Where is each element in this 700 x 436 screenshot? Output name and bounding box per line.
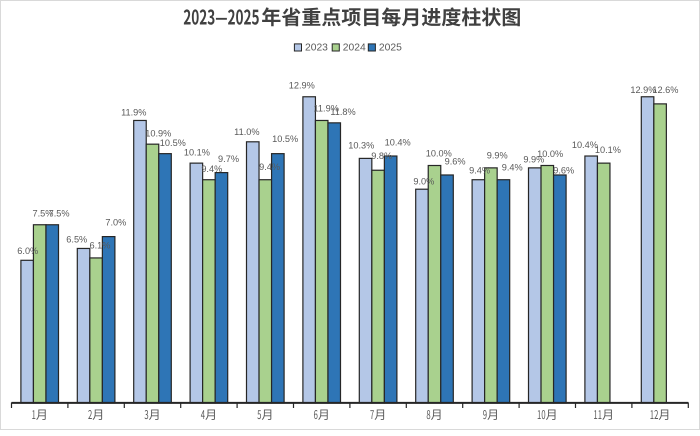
svg-text:9.4%: 9.4% xyxy=(502,163,523,173)
svg-text:9.4%: 9.4% xyxy=(469,165,490,175)
svg-text:12.6%: 12.6% xyxy=(652,85,678,95)
svg-text:6.5%: 6.5% xyxy=(66,234,87,244)
svg-text:10.9%: 10.9% xyxy=(145,129,171,139)
svg-text:9.9%: 9.9% xyxy=(487,150,508,160)
svg-text:2025: 2025 xyxy=(379,43,402,54)
svg-text:2024: 2024 xyxy=(343,43,366,54)
svg-text:7.0%: 7.0% xyxy=(105,218,126,228)
svg-text:10.5%: 10.5% xyxy=(272,134,298,144)
svg-text:10.1%: 10.1% xyxy=(595,145,621,155)
svg-text:10.4%: 10.4% xyxy=(572,140,598,150)
svg-text:9.0%: 9.0% xyxy=(413,176,434,186)
svg-text:12.9%: 12.9% xyxy=(289,80,315,90)
svg-text:9.6%: 9.6% xyxy=(445,156,466,166)
svg-text:7.5%: 7.5% xyxy=(33,208,54,218)
svg-text:10.3%: 10.3% xyxy=(348,141,374,151)
svg-text:9.6%: 9.6% xyxy=(553,165,574,175)
svg-text:9.4%: 9.4% xyxy=(259,162,280,172)
svg-text:6.1%: 6.1% xyxy=(90,240,111,250)
svg-text:9.4%: 9.4% xyxy=(201,164,222,174)
svg-text:11.8%: 11.8% xyxy=(330,107,355,117)
svg-text:10.5%: 10.5% xyxy=(160,138,186,148)
svg-text:12.9%: 12.9% xyxy=(630,85,656,95)
svg-text:9.9%: 9.9% xyxy=(523,155,544,165)
svg-text:11.9%: 11.9% xyxy=(121,108,146,118)
svg-text:10.0%: 10.0% xyxy=(537,149,563,159)
svg-text:7.5%: 7.5% xyxy=(49,208,70,218)
svg-text:9.8%: 9.8% xyxy=(371,151,392,161)
svg-text:9.7%: 9.7% xyxy=(218,154,239,164)
svg-text:10.0%: 10.0% xyxy=(426,148,452,158)
svg-text:11.0%: 11.0% xyxy=(234,127,259,137)
svg-text:11.9%: 11.9% xyxy=(314,104,339,114)
svg-text:2023: 2023 xyxy=(305,43,328,54)
svg-text:10.1%: 10.1% xyxy=(184,148,210,158)
svg-text:10.4%: 10.4% xyxy=(385,137,411,147)
svg-text:6.0%: 6.0% xyxy=(17,246,38,256)
